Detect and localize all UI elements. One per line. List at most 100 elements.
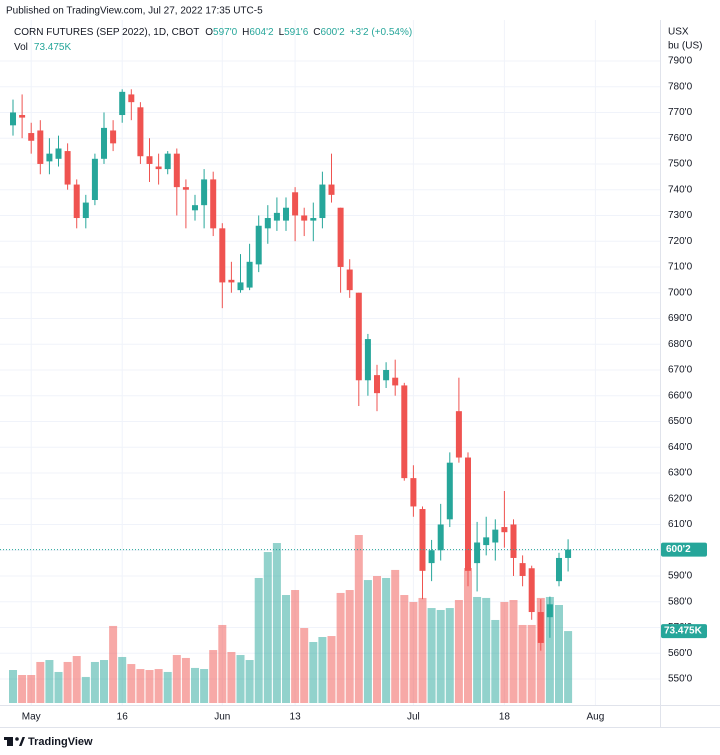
candle-body xyxy=(519,563,526,576)
y-tick-label: 640'0 xyxy=(668,442,693,453)
candle-body xyxy=(182,187,189,190)
volume-bar xyxy=(254,577,263,703)
y-tick-label: 780'0 xyxy=(668,81,693,92)
volume-bar xyxy=(272,543,281,703)
legend-value: 597'0 xyxy=(213,27,238,38)
candle-body xyxy=(474,542,481,564)
volume-bar xyxy=(81,676,90,703)
volume-bar xyxy=(100,660,109,703)
volume-bar xyxy=(518,624,527,703)
candle-body xyxy=(492,529,499,543)
publisher: Published on TradingView.com, Jul 27, 20… xyxy=(6,6,263,17)
legend-key: O xyxy=(205,27,213,38)
volume-bar xyxy=(200,669,209,703)
volume-bar xyxy=(218,624,227,703)
volume-bar xyxy=(236,655,245,703)
volume-bar xyxy=(263,552,272,703)
volume-bar xyxy=(527,624,536,703)
volume-bar xyxy=(136,669,145,703)
x-tick-label: Aug xyxy=(586,712,604,723)
volume-bar xyxy=(118,656,127,703)
price-unit: bu (US) xyxy=(668,41,702,52)
candle-body xyxy=(210,179,217,229)
candle-layer xyxy=(10,89,572,651)
candle-body xyxy=(173,153,180,188)
candle-body xyxy=(319,184,326,219)
candle-body xyxy=(255,225,262,265)
candle-body xyxy=(446,462,453,520)
candle-body xyxy=(565,549,572,558)
y-tick-label: 650'0 xyxy=(668,416,693,427)
volume-bar xyxy=(409,601,418,703)
candle-body xyxy=(337,207,344,267)
volume-layer xyxy=(9,535,573,703)
candle-body xyxy=(82,202,89,219)
volume-bar xyxy=(72,656,81,703)
candle-body xyxy=(264,218,271,229)
candle-body xyxy=(10,112,17,126)
volume-bar xyxy=(181,657,190,703)
volume-bar xyxy=(354,535,363,703)
volume-legend-value: 73.475K xyxy=(34,42,72,53)
candle-body xyxy=(201,179,208,206)
volume-bar xyxy=(90,661,99,703)
y-tick-label: 730'0 xyxy=(668,210,693,221)
x-tick-label: 18 xyxy=(499,712,511,723)
candle-body xyxy=(19,115,26,118)
candle-body xyxy=(283,207,290,221)
candle-body xyxy=(537,612,544,643)
y-tick-label: 720'0 xyxy=(668,236,693,247)
volume-bar xyxy=(427,608,436,703)
volume-bar xyxy=(291,590,300,703)
volume-bar xyxy=(300,628,309,703)
candle-body xyxy=(328,184,335,195)
candle-body xyxy=(355,292,362,381)
candle-body xyxy=(364,339,371,381)
volume-bar xyxy=(554,605,563,703)
candle-body xyxy=(555,557,562,582)
candle-body xyxy=(501,527,508,533)
candle-body xyxy=(383,369,390,381)
volume-bar xyxy=(445,608,454,703)
candle-body xyxy=(410,478,417,507)
candle-body xyxy=(91,158,98,201)
x-tick-label: 16 xyxy=(117,712,129,723)
logo-part xyxy=(4,737,10,740)
volume-bar xyxy=(372,576,381,703)
candle-body xyxy=(546,604,553,618)
y-tick-label: 580'0 xyxy=(668,596,693,607)
legend-value: 600'2 xyxy=(321,27,346,38)
y-tick-label: 700'0 xyxy=(668,287,693,298)
y-tick-label: 560'0 xyxy=(668,648,693,659)
last-price-box xyxy=(661,542,707,557)
volume-bar xyxy=(154,669,163,703)
candle-body xyxy=(228,279,235,283)
candle-body xyxy=(37,130,44,164)
volume-bar xyxy=(382,577,391,703)
candle-body xyxy=(55,148,62,159)
volume-legend: Vol 73.475K xyxy=(14,42,71,53)
y-tick-label: 760'0 xyxy=(668,133,693,144)
candle-body xyxy=(219,228,226,283)
volume-bar xyxy=(473,596,482,703)
candle-body xyxy=(292,192,299,216)
legend-key: H xyxy=(242,27,249,38)
candle-body xyxy=(110,130,117,144)
y-tick-label: 670'0 xyxy=(668,365,693,376)
y-tick-label: 680'0 xyxy=(668,339,693,350)
volume-bar xyxy=(482,597,491,703)
candle-body xyxy=(346,269,353,291)
candle-body xyxy=(373,375,380,394)
candle-body xyxy=(464,457,471,571)
candle-body xyxy=(246,261,253,288)
volume-bar xyxy=(436,609,445,703)
candle-body xyxy=(419,509,426,571)
legend-change: +3'2 (+0.54%) xyxy=(350,27,413,38)
volume-bar xyxy=(454,600,463,703)
price-unit: USX xyxy=(668,27,689,38)
legend-value: 591'6 xyxy=(284,27,309,38)
volume-bar xyxy=(400,595,409,703)
branding: TradingView xyxy=(4,736,93,748)
volume-bar xyxy=(363,580,372,703)
